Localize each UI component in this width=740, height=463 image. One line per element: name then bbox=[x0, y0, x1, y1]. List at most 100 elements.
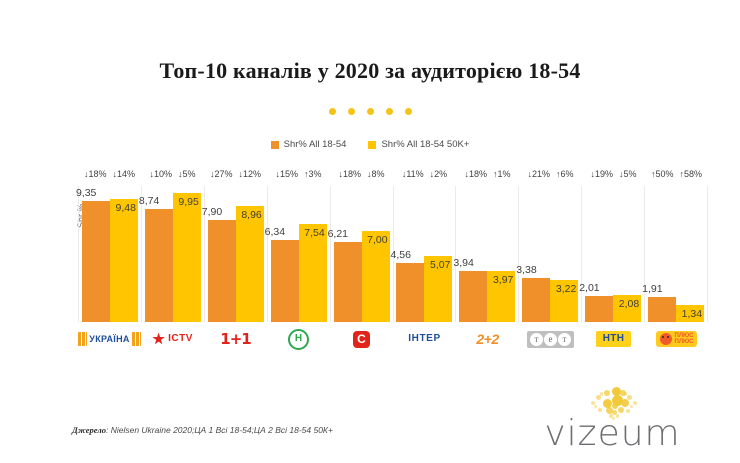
vizeum-dot bbox=[619, 390, 626, 396]
logo-cell-plusplus[interactable]: ПЛЮС ПЛЮС bbox=[645, 326, 708, 352]
legend-item-shr-all-18-54[interactable]: Shr% All 18-54 bbox=[270, 139, 346, 150]
bar-pair: 6,34 7,54 bbox=[265, 186, 330, 322]
vizeum-dots-icon bbox=[582, 386, 644, 421]
dot-1 bbox=[328, 108, 336, 115]
change-yellow: ↓14% bbox=[112, 169, 136, 179]
bar-value-label: 6,21 bbox=[327, 227, 349, 240]
change-yellow: ↑58% bbox=[679, 169, 703, 179]
source-text: : Nielsen Ukraine 2020;ЦА 1 Всі 18-54;ЦА… bbox=[105, 425, 333, 435]
bar-group: 1,91 1,34 bbox=[642, 186, 709, 322]
logo-cell-ukraina[interactable]: УКРАЇНА bbox=[78, 326, 141, 352]
bar-yellow[interactable]: 2,08 bbox=[613, 295, 642, 322]
change-orange: ↓27% bbox=[209, 169, 233, 179]
vizeum-dot bbox=[632, 401, 637, 405]
dot-5 bbox=[404, 108, 412, 115]
bar-yellow[interactable]: 1,34 bbox=[676, 304, 705, 322]
vizeum-dot bbox=[608, 414, 613, 418]
bar-value-label: 2,01 bbox=[579, 281, 600, 294]
novy-logo-text: Н bbox=[288, 328, 309, 350]
bar-orange[interactable]: 6,21 bbox=[328, 228, 362, 322]
bar-value-label: 3,94 bbox=[453, 256, 474, 269]
logo-cell-ictv[interactable]: ICTV bbox=[141, 326, 204, 352]
logo-cell-inter[interactable]: ІНТЕР bbox=[393, 326, 456, 352]
bar-value-label: 7,00 bbox=[367, 234, 388, 247]
bar-yellow[interactable]: 3,97 bbox=[487, 270, 516, 322]
bar-pair: 9,35 9,48 bbox=[76, 186, 141, 322]
bar-orange[interactable]: 6,34 bbox=[265, 226, 299, 322]
vizeum-dot bbox=[626, 395, 632, 400]
bar-yellow[interactable]: 7,54 bbox=[298, 224, 327, 322]
chart-legend: Shr% All 18-54 Shr% All 18-54 50K+ bbox=[0, 139, 740, 150]
vizeum-dot bbox=[611, 395, 623, 406]
ukraina-bracket-left-icon bbox=[78, 332, 88, 346]
tet-letter: е bbox=[544, 332, 557, 346]
logo-cell-novy[interactable]: Н bbox=[267, 326, 330, 352]
oneplusone-logo-text: 1+1 bbox=[220, 329, 251, 348]
logo-cell-ntn[interactable]: НТН bbox=[582, 326, 645, 352]
page-title: Топ-10 каналів у 2020 за аудиторією 18-5… bbox=[159, 58, 581, 83]
change-orange: ↓18% bbox=[464, 169, 487, 179]
bar-value-label: 8,74 bbox=[138, 194, 160, 207]
bar-columns: 9,35 9,48 8,74 9,95 7,90 8,96 6,34 7,54 6,21 7,00… bbox=[76, 186, 709, 322]
bar-yellow[interactable]: 9,95 bbox=[172, 193, 201, 322]
bar-yellow[interactable]: 3,22 bbox=[550, 280, 579, 322]
logo-cell-stb[interactable]: C bbox=[330, 326, 393, 352]
vizeum-dot bbox=[620, 399, 629, 407]
legend-swatch-icon bbox=[368, 140, 377, 149]
change-cell: ↓15% ↑3% bbox=[267, 167, 330, 181]
bar-orange[interactable]: 4,56 bbox=[390, 249, 425, 322]
bar-orange[interactable]: 2,01 bbox=[579, 282, 614, 322]
bar-group: 3,38 3,22 bbox=[516, 186, 581, 322]
bar-value-label: 7,90 bbox=[201, 205, 223, 218]
source-note: Джерело: Nielsen Ukraine 2020;ЦА 1 Всі 1… bbox=[72, 425, 333, 435]
bar-group: 3,94 3,97 bbox=[453, 186, 518, 322]
change-yellow: ↓8% bbox=[367, 169, 385, 179]
bar-yellow[interactable]: 9,48 bbox=[109, 199, 138, 322]
bar-orange[interactable]: 9,35 bbox=[76, 187, 110, 322]
bar-orange[interactable]: 1,91 bbox=[642, 283, 677, 322]
bar-orange[interactable]: 3,94 bbox=[453, 257, 488, 322]
source-prefix: Джерело bbox=[72, 425, 106, 435]
channel-logos-row: УКРАЇНА ICTV 1+1 Н C bbox=[78, 326, 708, 352]
bar-yellow[interactable]: 7,00 bbox=[361, 231, 390, 322]
legend-item-shr-all-18-54-50k[interactable]: Shr% All 18-54 50K+ bbox=[368, 139, 469, 150]
bar-pair: 1,91 1,34 bbox=[642, 186, 707, 322]
bar-yellow[interactable]: 5,07 bbox=[424, 256, 453, 322]
logo-cell-2plus2[interactable]: 2+2 bbox=[456, 326, 519, 352]
vizeum-dot bbox=[603, 390, 610, 396]
bar-value-label: 5,07 bbox=[430, 259, 451, 272]
bar-pair: 6,21 7,00 bbox=[328, 186, 393, 322]
star-icon bbox=[152, 332, 165, 345]
change-yellow: ↓12% bbox=[238, 169, 262, 179]
twoplustwo-logo-icon: 2+2 bbox=[476, 332, 499, 346]
bar-yellow[interactable]: 8,96 bbox=[235, 205, 264, 322]
bar-pair: 4,56 5,07 bbox=[390, 186, 456, 322]
bar-group: 6,21 7,00 bbox=[328, 186, 393, 322]
logo-cell-1plus1[interactable]: 1+1 bbox=[204, 326, 267, 352]
vizeum-dot bbox=[617, 407, 624, 413]
change-yellow: ↓5% bbox=[178, 169, 196, 179]
vizeum-dot bbox=[611, 417, 615, 421]
tet-letter: т bbox=[530, 332, 543, 346]
bar-value-label: 1,34 bbox=[681, 307, 703, 320]
ukraina-logo-icon: УКРАЇНА bbox=[78, 332, 141, 346]
dot-2 bbox=[347, 108, 355, 115]
change-yellow: ↓2% bbox=[429, 169, 448, 179]
logo-cell-tet[interactable]: т е т bbox=[519, 326, 582, 352]
change-orange: ↓21% bbox=[527, 169, 550, 179]
bar-value-label: 2,08 bbox=[618, 298, 640, 311]
bar-orange[interactable]: 3,38 bbox=[516, 264, 551, 322]
bar-pair: 3,38 3,22 bbox=[516, 186, 581, 322]
change-cell: ↓18% ↓14% bbox=[78, 167, 141, 181]
bar-pair: 2,01 2,08 bbox=[579, 186, 644, 322]
decorative-dots bbox=[0, 108, 740, 115]
change-cell: ↓19% ↓5% bbox=[582, 167, 645, 181]
tet-letter: т bbox=[558, 332, 571, 346]
bar-orange[interactable]: 8,74 bbox=[139, 195, 173, 322]
ukraina-bracket-right-icon bbox=[131, 332, 141, 346]
bar-orange[interactable]: 7,90 bbox=[202, 206, 236, 322]
change-yellow: ↓5% bbox=[619, 169, 637, 179]
bar-value-label: 3,38 bbox=[516, 264, 537, 277]
bar-pair: 8,74 9,95 bbox=[139, 186, 204, 322]
